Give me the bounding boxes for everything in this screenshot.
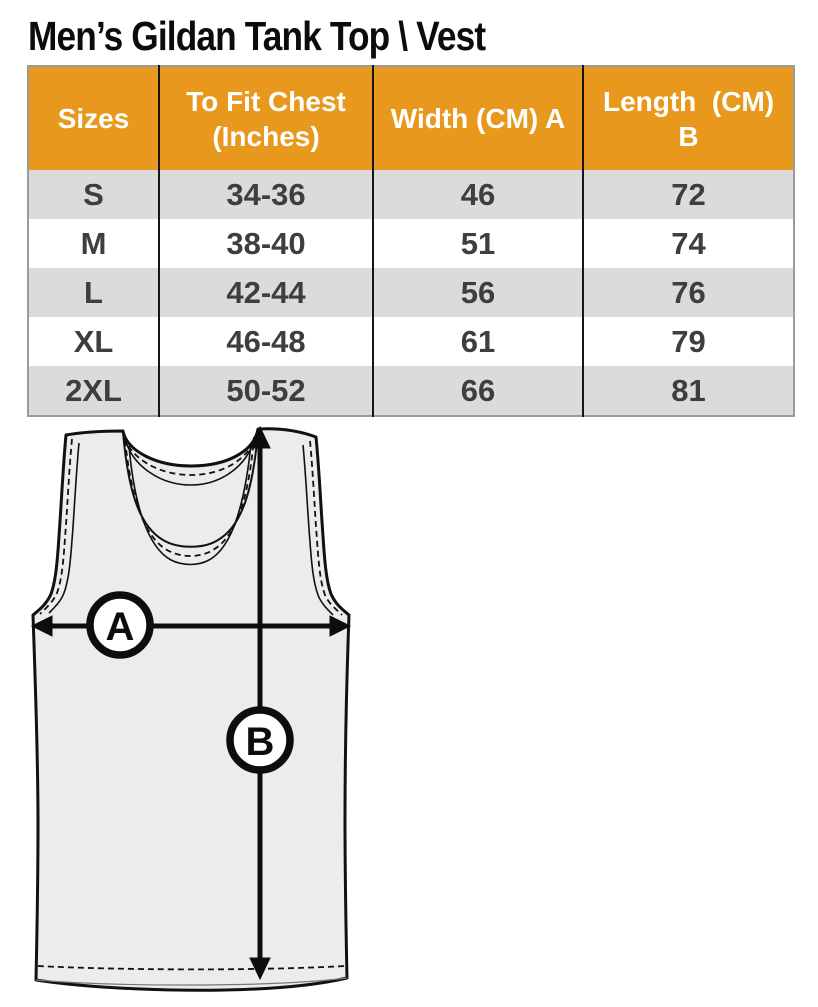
back-neck-stitch-line: [123, 434, 257, 476]
left-armhole-binding-edge: [48, 442, 80, 614]
length-cell: 81: [582, 366, 794, 416]
arrow-right-head: [329, 615, 352, 637]
label-b-circle: [226, 706, 294, 774]
size-cell: 2XL: [28, 366, 159, 416]
arrow-down-head: [249, 957, 271, 981]
width-cell: 46: [372, 170, 583, 219]
table-row-s: S 34-36 46 72: [28, 170, 794, 219]
hem-stitch-line: [37, 965, 346, 971]
column-header-sizes: Sizes: [28, 66, 159, 170]
size-cell: XL: [28, 317, 159, 366]
column-header-width: Width (CM) A: [372, 66, 583, 170]
right-armhole-stitch-line: [309, 440, 343, 616]
hem-fold-edge: [35, 977, 348, 986]
length-cell: 79: [582, 317, 794, 366]
chest-cell: 34-36: [158, 170, 373, 219]
width-cell: 51: [372, 219, 583, 268]
arrow-up-head: [249, 425, 271, 449]
front-neck-binding-edge: [128, 443, 252, 566]
tank-top-outline: [31, 427, 351, 992]
length-arrow: [249, 425, 271, 981]
length-cell: 74: [582, 219, 794, 268]
size-chart-table: Sizes To Fit Chest (Inches) Width (CM) A…: [27, 65, 795, 417]
right-armhole-binding-edge: [302, 444, 334, 616]
width-cell: 61: [372, 317, 583, 366]
table-row-l: L 42-44 56 76: [28, 268, 794, 317]
length-label: B: [246, 720, 275, 764]
width-cell: 56: [372, 268, 583, 317]
label-a-circle: [86, 591, 154, 659]
chest-cell: 50-52: [158, 366, 373, 416]
table-row-xl: XL 46-48 61 79: [28, 317, 794, 366]
width-label: A: [106, 605, 135, 649]
tank-top-measurement-diagram: A B: [30, 425, 352, 992]
width-cell: 66: [372, 366, 583, 416]
length-cell: 76: [582, 268, 794, 317]
length-cell: 72: [582, 170, 794, 219]
front-neck-stitch-line: [124, 436, 255, 557]
table-header-row: Sizes To Fit Chest (Inches) Width (CM) A…: [28, 66, 794, 170]
chest-cell: 42-44: [158, 268, 373, 317]
column-header-chest: To Fit Chest (Inches): [158, 66, 373, 170]
table-row-2xl: 2XL 50-52 66 81: [28, 366, 794, 416]
chest-cell: 38-40: [158, 219, 373, 268]
column-header-length: Length (CM) B: [582, 66, 794, 170]
table-row-m: M 38-40 51 74: [28, 219, 794, 268]
chest-cell: 46-48: [158, 317, 373, 366]
left-armhole-stitch-line: [39, 438, 73, 615]
page-title: Men’s Gildan Tank Top \ Vest: [28, 13, 486, 59]
back-neck-binding-edge: [125, 439, 255, 486]
front-neckline: [122, 430, 259, 548]
size-cell: S: [28, 170, 159, 219]
arrow-left-head: [30, 615, 53, 637]
size-cell: L: [28, 268, 159, 317]
size-cell: M: [28, 219, 159, 268]
